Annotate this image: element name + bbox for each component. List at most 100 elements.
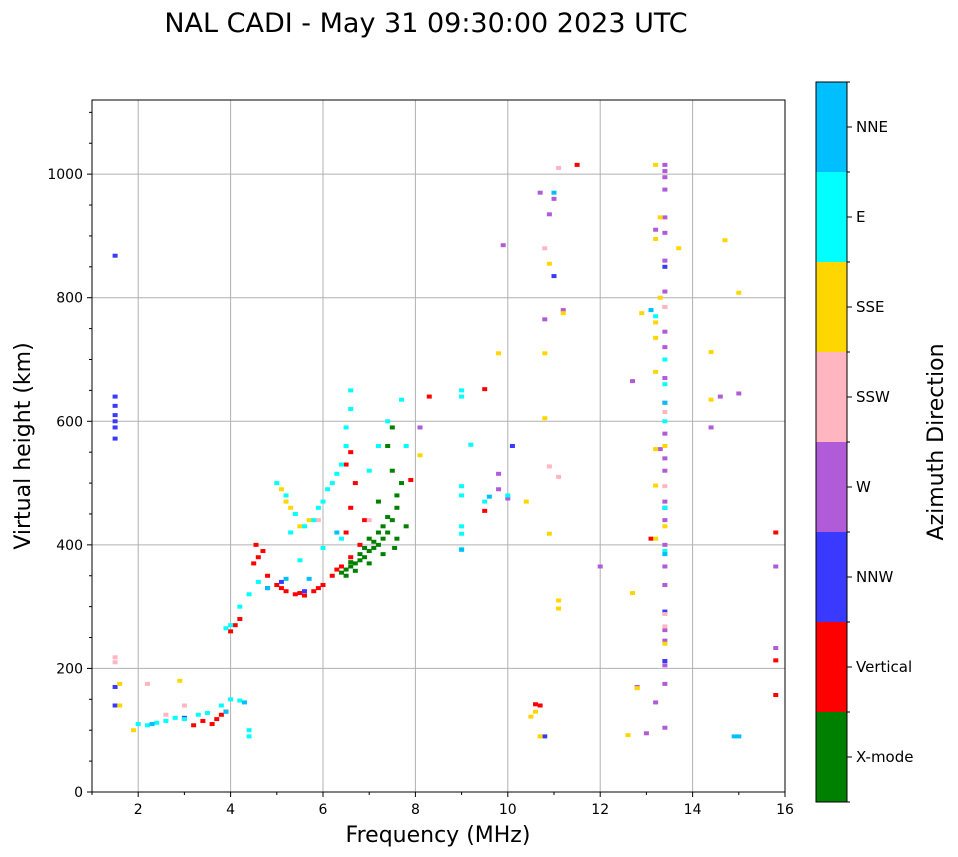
point-vertical	[426, 394, 432, 399]
point-w	[662, 564, 668, 569]
point-sse	[117, 703, 123, 708]
colorbar-swatch-ssw	[816, 352, 847, 442]
point-vertical	[362, 518, 368, 523]
grid	[92, 100, 786, 793]
point-sse	[662, 641, 668, 646]
point-sse	[528, 714, 534, 719]
point-w	[736, 391, 742, 396]
point-e	[662, 549, 668, 554]
y-tick-label: 1000	[47, 167, 83, 183]
point-e	[237, 698, 243, 703]
point-vertical	[357, 542, 363, 547]
point-sse	[537, 734, 543, 739]
point-nne	[662, 552, 668, 557]
point-sse	[722, 238, 728, 243]
point-nnw	[112, 403, 118, 408]
point-w	[630, 379, 636, 384]
point-sse	[283, 499, 289, 504]
point-e	[135, 722, 141, 727]
point-ssw	[366, 518, 372, 523]
point-w	[500, 243, 506, 248]
colorbar-tick-label: SSW	[856, 388, 890, 406]
point-x-mode	[357, 558, 363, 563]
point-w	[662, 628, 668, 633]
point-nnw	[542, 734, 548, 739]
point-sse	[708, 350, 714, 355]
point-e	[459, 388, 465, 393]
point-sse	[560, 311, 566, 316]
point-sse	[533, 709, 539, 714]
x-tick-label: 4	[226, 802, 235, 818]
x-axis: 2 4 6 8 10 12 14 16	[91, 792, 794, 818]
point-w	[662, 725, 668, 730]
point-sse	[662, 444, 668, 448]
point-e	[334, 471, 340, 476]
point-sse	[417, 453, 423, 458]
point-e	[246, 728, 252, 733]
colorbar: X-mode Vertical NNW W SSW SSE E NNE	[815, 81, 913, 803]
point-vertical	[408, 477, 414, 482]
point-e	[255, 579, 261, 584]
point-e	[399, 397, 405, 402]
point-w	[662, 376, 668, 381]
data-marks	[112, 162, 779, 739]
point-nnw	[278, 579, 284, 584]
x-tick-label: 16	[776, 802, 794, 818]
point-sse	[653, 536, 659, 541]
point-vertical	[260, 549, 266, 554]
point-ssw	[315, 518, 321, 523]
point-x-mode	[394, 493, 400, 498]
colorbar-swatch-vertical	[816, 622, 847, 712]
point-x-mode	[399, 481, 405, 486]
point-e	[505, 493, 511, 498]
point-w	[505, 496, 511, 501]
point-w	[662, 638, 668, 643]
point-w	[597, 564, 603, 569]
point-x-mode	[375, 542, 381, 547]
point-e	[662, 505, 668, 510]
point-vertical	[338, 564, 344, 569]
point-sse	[657, 215, 663, 220]
x-tick-label: 8	[411, 802, 420, 818]
point-sse	[546, 261, 552, 266]
point-vertical	[773, 658, 779, 663]
point-vertical	[253, 542, 259, 547]
colorbar-tick-label: Vertical	[856, 658, 912, 676]
point-nnw	[551, 274, 557, 279]
colorbar-frame	[815, 81, 848, 803]
point-sse	[657, 295, 663, 300]
point-w	[662, 169, 668, 174]
point-nnw	[509, 444, 515, 448]
point-x-mode	[338, 570, 344, 575]
point-e	[223, 626, 229, 631]
point-x-mode	[362, 555, 368, 560]
point-e	[311, 518, 317, 523]
point-w	[542, 317, 548, 322]
point-w	[708, 425, 714, 430]
point-x-mode	[394, 505, 400, 510]
point-e	[459, 394, 465, 399]
point-vertical	[773, 692, 779, 697]
point-e	[163, 718, 169, 723]
point-sse	[708, 397, 714, 402]
point-e	[288, 530, 294, 535]
point-ssw	[662, 304, 668, 309]
point-e	[366, 468, 372, 473]
point-vertical	[348, 450, 354, 455]
point-e	[237, 604, 243, 609]
point-w	[551, 196, 557, 201]
point-vertical	[343, 530, 349, 535]
colorbar-swatch-x-mode	[816, 712, 847, 802]
point-w	[496, 471, 502, 476]
point-x-mode	[357, 552, 363, 557]
point-e	[348, 388, 354, 393]
point-e	[292, 511, 298, 516]
point-sse	[523, 499, 529, 504]
point-sse	[736, 290, 742, 295]
point-w	[653, 227, 659, 232]
point-x-mode	[366, 561, 372, 566]
colorbar-swatch-sse	[816, 262, 847, 352]
point-x-mode	[385, 530, 391, 535]
point-ssw	[662, 484, 668, 489]
point-e	[302, 524, 308, 529]
